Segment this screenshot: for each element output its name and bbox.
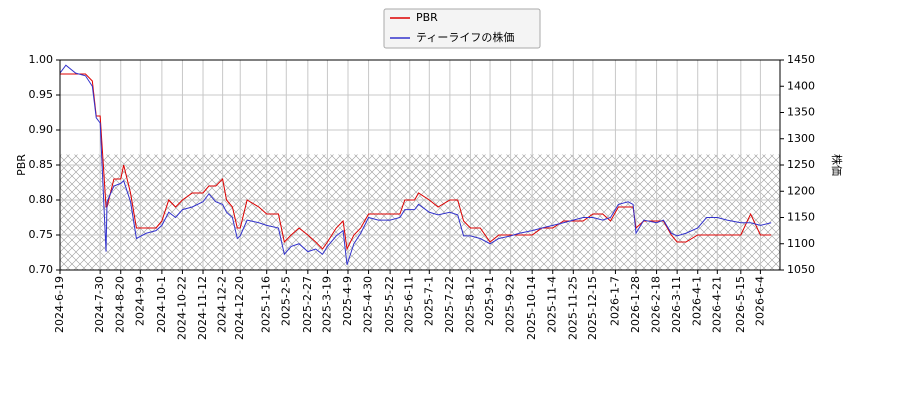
plot-frame bbox=[59, 59, 781, 271]
x-tick-label: 2025-1-16 bbox=[260, 276, 273, 333]
hatch-band bbox=[60, 154, 780, 270]
y-axis-label: PBR bbox=[15, 154, 28, 176]
y2-tick-label: 1050 bbox=[787, 263, 815, 276]
y2-tick-label: 1100 bbox=[787, 237, 815, 250]
x-tick-label: 2026-5-15 bbox=[734, 276, 747, 333]
legend-label: PBR bbox=[416, 11, 438, 24]
x-tick-label: 2025-7-1 bbox=[422, 276, 435, 326]
x-tick-label: 2025-11-25 bbox=[566, 276, 579, 340]
y-tick-label: 0.80 bbox=[29, 193, 54, 206]
y2-tick-label: 1150 bbox=[787, 211, 815, 224]
series-line bbox=[60, 64, 772, 265]
x-tick-label: 2025-5-22 bbox=[383, 276, 396, 333]
legend-box bbox=[383, 8, 541, 49]
x-tick-label: 2025-2-5 bbox=[279, 276, 292, 326]
x-tick-label: 2025-3-19 bbox=[320, 276, 333, 333]
x-tick-label: 2024-12-2 bbox=[216, 276, 229, 333]
y-tick-label: 1.00 bbox=[29, 53, 54, 66]
y2-tick-label: 1400 bbox=[787, 79, 815, 92]
y2-tick-label: 1450 bbox=[787, 53, 815, 66]
y-tick-label: 0.85 bbox=[29, 158, 54, 171]
y2-tick-label: 1250 bbox=[787, 158, 815, 171]
x-tick-label: 2025-9-22 bbox=[504, 276, 517, 333]
x-tick-label: 2024-10-22 bbox=[175, 276, 188, 340]
x-tick-label: 2025-12-15 bbox=[586, 276, 599, 340]
plot-lines bbox=[60, 64, 772, 265]
x-tick-label: 2025-9-1 bbox=[483, 276, 496, 326]
y2-tick-label: 1350 bbox=[787, 106, 815, 119]
x-tick-label: 2024-9-9 bbox=[133, 276, 146, 326]
x-tick-label: 2024-11-12 bbox=[196, 276, 209, 340]
x-tick-label: 2026-3-11 bbox=[670, 276, 683, 333]
x-tick-label: 2026-4-1 bbox=[691, 276, 704, 326]
x-tick-label: 2025-4-30 bbox=[362, 276, 375, 333]
y-tick-label: 0.95 bbox=[29, 88, 54, 101]
x-tick-label: 2025-10-14 bbox=[525, 276, 538, 340]
x-tick-label: 2026-4-21 bbox=[710, 276, 723, 333]
legend: PBR ティーライフの株価 bbox=[383, 8, 541, 49]
x-tick-label: 2025-7-22 bbox=[443, 276, 456, 333]
x-tick-label: 2024-10-1 bbox=[155, 276, 168, 333]
x-tick-label: 2025-2-27 bbox=[301, 276, 314, 333]
y-tick-label: 0.90 bbox=[29, 123, 54, 136]
y2-tick-label: 1300 bbox=[787, 132, 815, 145]
y2-tick-label: 1200 bbox=[787, 184, 815, 197]
x-tick-label: 2026-2-18 bbox=[650, 276, 663, 333]
x-tick-label: 2024-12-20 bbox=[233, 276, 246, 340]
y-tick-label: 0.70 bbox=[29, 263, 54, 276]
x-tick-label: 2024-6-19 bbox=[53, 276, 66, 333]
x-tick-label: 2025-11-4 bbox=[546, 276, 559, 333]
legend-label: ティーライフの株価 bbox=[416, 30, 514, 44]
x-tick-label: 2026-1-28 bbox=[629, 276, 642, 333]
y2-axis-label: 株価 bbox=[830, 154, 844, 176]
x-tick-label: 2026-1-7 bbox=[608, 276, 621, 326]
x-tick-label: 2024-7-30 bbox=[93, 276, 106, 333]
x-tick-label: 2024-8-20 bbox=[114, 276, 127, 333]
x-tick-label: 2026-6-4 bbox=[753, 276, 766, 326]
x-tick-label: 2025-8-12 bbox=[463, 276, 476, 333]
x-tick-label: 2025-4-9 bbox=[341, 276, 354, 326]
y-tick-label: 0.75 bbox=[29, 228, 54, 241]
x-tick-label: 2025-6-11 bbox=[403, 276, 416, 333]
